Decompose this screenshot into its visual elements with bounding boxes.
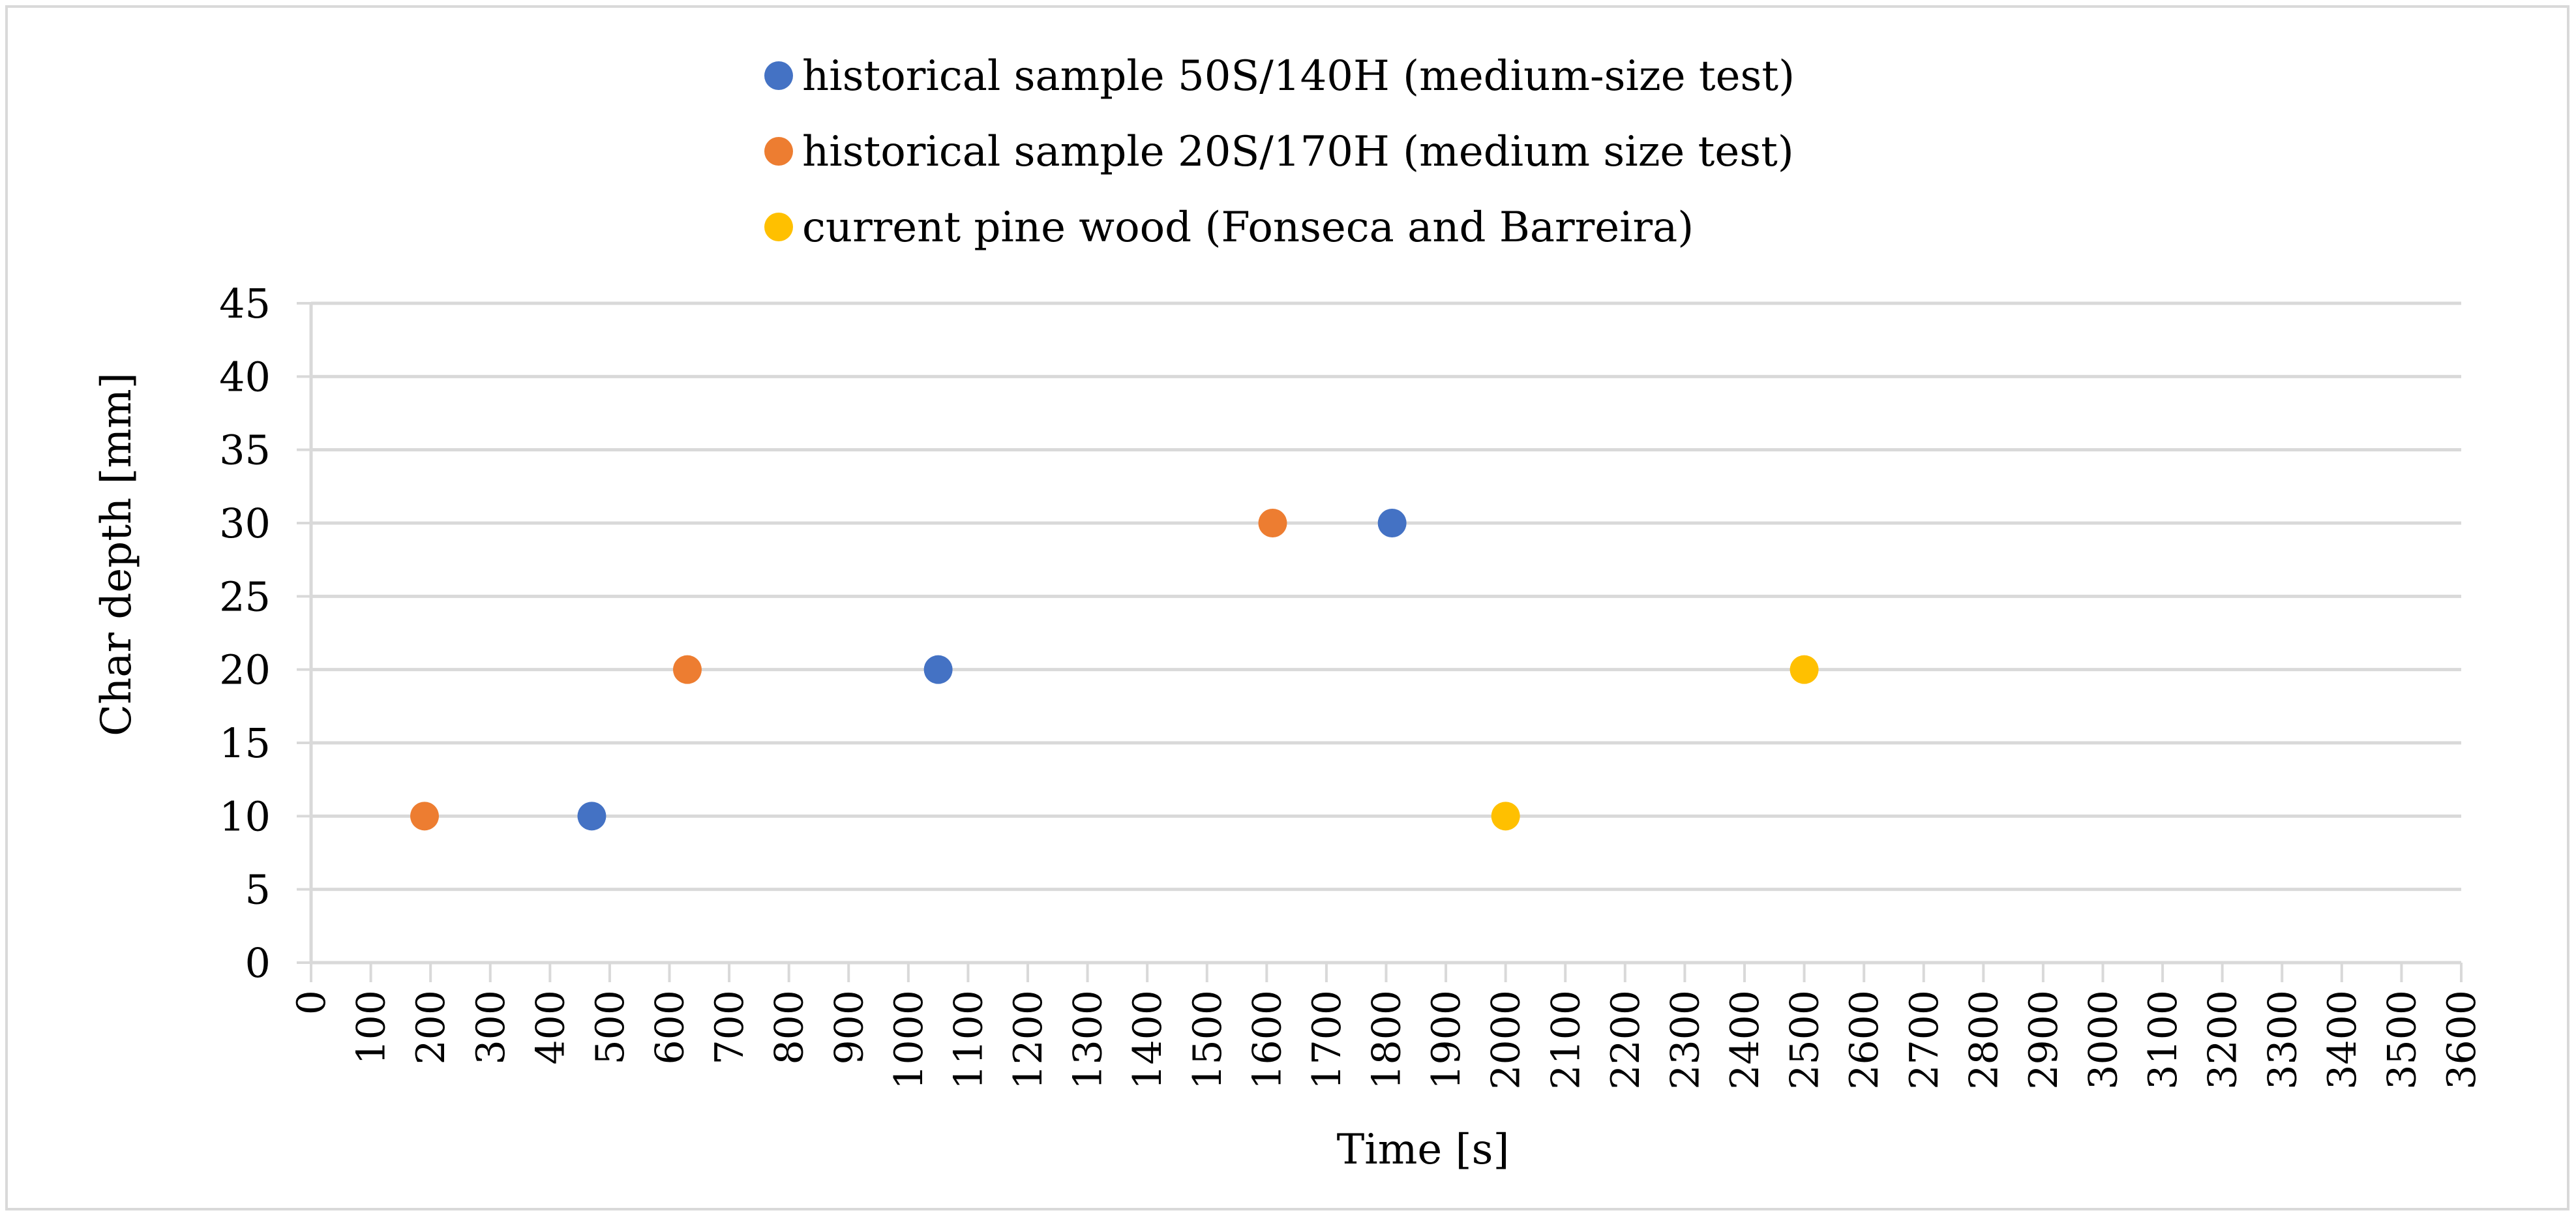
- data-point: [923, 655, 953, 684]
- legend-label: current pine wood (Fonseca and Barreira): [802, 203, 1694, 252]
- x-tick-label: 1100: [946, 990, 991, 1090]
- legend-marker: [764, 213, 793, 241]
- x-tick-label: 3400: [2320, 990, 2365, 1090]
- y-tick-label: 0: [245, 939, 271, 987]
- x-tick-label: 3300: [2260, 990, 2305, 1090]
- data-point: [1258, 509, 1287, 537]
- data-point: [1491, 802, 1520, 831]
- y-tick-label: 20: [219, 646, 271, 694]
- x-tick-label: 3200: [2200, 990, 2246, 1090]
- x-tick-label: 3600: [2439, 990, 2485, 1090]
- x-tick-label: 700: [707, 990, 753, 1065]
- x-tick-label: 1400: [1125, 990, 1171, 1090]
- x-tick-label: 3100: [2140, 990, 2186, 1090]
- x-tick-label: 3500: [2379, 990, 2425, 1090]
- x-tick-label: 2100: [1543, 990, 1589, 1090]
- x-tick-label: 900: [826, 990, 872, 1065]
- x-tick-label: 2200: [1603, 990, 1649, 1090]
- x-tick-label: 2800: [1961, 990, 2007, 1090]
- x-tick-label: 2600: [1842, 990, 1887, 1090]
- data-point: [410, 802, 440, 831]
- x-tick-label: 1800: [1364, 990, 1410, 1090]
- legend-label: historical sample 50S/140H (medium-size …: [802, 52, 1795, 100]
- x-tick-label: 300: [468, 990, 514, 1065]
- scatter-chart: 0 5 10 15 20 25 30 35 40 45 0 100 200 300 400 500 600 70…: [93, 52, 2485, 1174]
- x-tick-label: 2300: [1662, 990, 1708, 1090]
- x-tick-label: 2400: [1722, 990, 1768, 1090]
- x-tick-label: 0: [289, 990, 335, 1015]
- y-tick-label: 5: [245, 866, 271, 914]
- x-tick-label: 1700: [1304, 990, 1350, 1090]
- x-tick-label: 800: [767, 990, 813, 1065]
- legend-marker: [764, 61, 793, 90]
- x-tick-label: 2700: [1902, 990, 1947, 1090]
- x-axis-title: Time [s]: [1337, 1126, 1510, 1174]
- y-tick-label: 45: [219, 280, 271, 327]
- y-tick-label: 35: [219, 427, 271, 474]
- y-axis-title: Char depth [mm]: [93, 372, 141, 736]
- legend: historical sample 50S/140H (medium-size …: [764, 52, 1795, 252]
- x-tick-label: 1500: [1185, 990, 1231, 1090]
- x-tick-label: 400: [528, 990, 573, 1065]
- data-point: [1790, 655, 1819, 684]
- x-tick-label: 1300: [1066, 990, 1111, 1090]
- x-tick-label: 100: [349, 990, 395, 1065]
- x-tick-label: 1000: [886, 990, 932, 1090]
- x-tick-label: 1200: [1006, 990, 1051, 1090]
- legend-marker: [764, 137, 793, 166]
- x-tick-label: 2500: [1782, 990, 1828, 1090]
- y-tick-labels: 0 5 10 15 20 25 30 35 40 45: [219, 280, 271, 987]
- y-tick-label: 10: [219, 792, 271, 840]
- legend-label: historical sample 20S/170H (medium size …: [802, 128, 1794, 176]
- data-point: [577, 802, 607, 831]
- x-tick-labels: 0 100 200 300 400 500 600 700 800 900 1000 1100 1200…: [289, 990, 2485, 1090]
- x-tick-label: 2000: [1484, 990, 1529, 1090]
- y-tick-label: 15: [219, 719, 271, 767]
- y-tick-label: 40: [219, 353, 271, 400]
- x-tick-label: 1900: [1424, 990, 1469, 1090]
- x-tick-label: 200: [408, 990, 454, 1065]
- x-tick-label: 600: [648, 990, 693, 1065]
- axes: [297, 302, 2463, 982]
- x-tick-label: 1600: [1244, 990, 1290, 1090]
- x-tick-label: 500: [588, 990, 633, 1065]
- x-tick-label: 3000: [2081, 990, 2127, 1090]
- data-point: [1377, 509, 1407, 537]
- data-point: [672, 655, 702, 684]
- data-points: [410, 509, 1819, 831]
- x-tick-label: 2900: [2021, 990, 2067, 1090]
- gridlines: [311, 301, 2461, 892]
- y-tick-label: 30: [219, 500, 271, 547]
- chart-frame: 0 5 10 15 20 25 30 35 40 45 0 100 200 300 400 500 600 70…: [5, 5, 2569, 1210]
- y-tick-label: 25: [219, 573, 271, 620]
